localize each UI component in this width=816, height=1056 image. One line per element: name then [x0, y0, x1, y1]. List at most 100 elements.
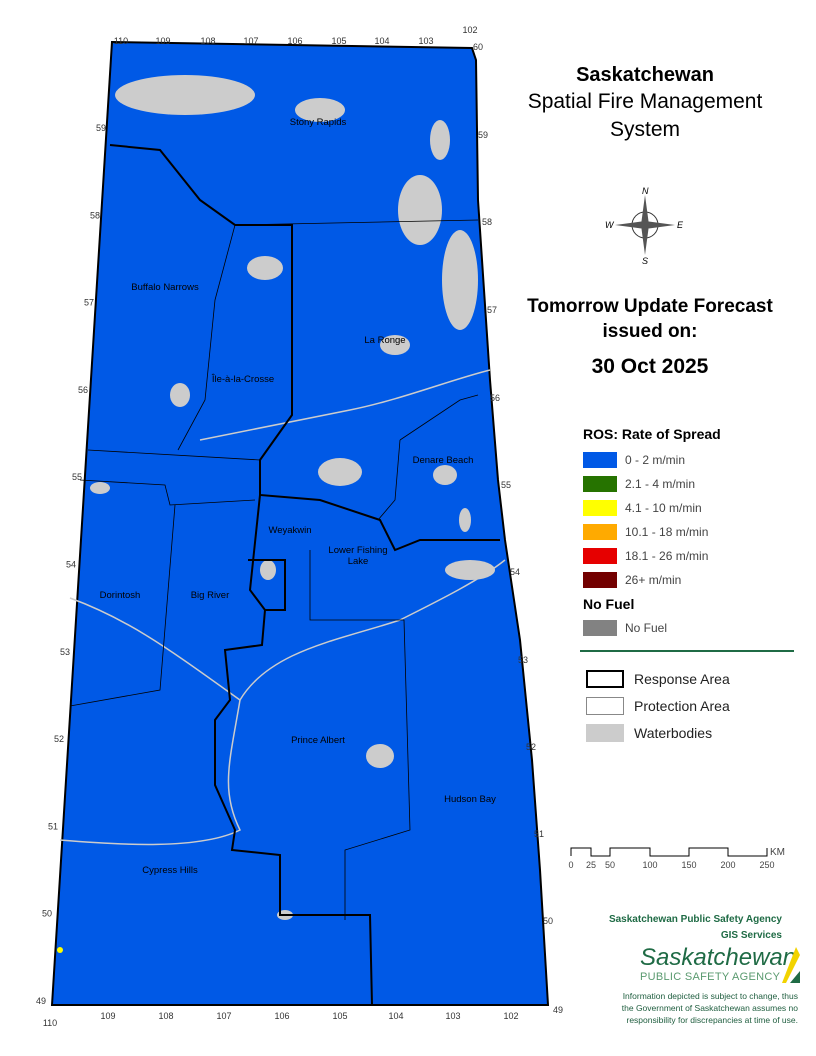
response-area-boundaries: [109, 144, 500, 1006]
ros-label: 10.1 - 18 m/min: [625, 525, 709, 539]
graticule-label: 49: [36, 996, 46, 1006]
graticule-label: 104: [374, 36, 389, 46]
place-label: Prince Albert: [291, 735, 345, 746]
graticule-label: 56: [78, 385, 88, 395]
compass-e: E: [677, 220, 684, 230]
logo-text: Saskatchewan: [640, 944, 797, 971]
forecast-line2: issued on:: [602, 321, 698, 342]
scale-tick-label: 50: [604, 860, 615, 870]
legend-item-ros: 18.1 - 26 m/min: [583, 544, 721, 568]
title-line1: Saskatchewan: [576, 64, 714, 86]
place-label: Weyakwin: [268, 525, 312, 536]
graticule-label: 110: [114, 36, 128, 46]
graticule-label: 57: [487, 305, 497, 315]
graticule-label: 105: [332, 1011, 347, 1021]
graticule-label: 54: [66, 560, 76, 570]
waterbodies-swatch: [586, 723, 624, 742]
graticule-label: 103: [445, 1011, 460, 1021]
scale-tick-label: 25: [585, 860, 596, 870]
legend: ROS: Rate of Spread 0 - 2 m/min 2.1 - 4 m…: [583, 426, 721, 640]
graticule-label: 52: [526, 742, 536, 752]
place-label: Buffalo Narrows: [131, 282, 199, 293]
graticule-label: 49: [553, 1005, 563, 1015]
legend-item-ros: 2.1 - 4 m/min: [583, 472, 721, 496]
graticule-label: 108: [200, 36, 215, 46]
response-area-label: Response Area: [634, 670, 730, 687]
compass-rose-icon: N S W E: [605, 185, 685, 266]
forecast-date: 30 Oct 2025: [591, 355, 709, 378]
scale-tick-label: 200: [720, 860, 736, 870]
graticule-label: 53: [518, 655, 528, 665]
graticule-label: 60: [473, 42, 483, 52]
scale-bar: [570, 847, 768, 857]
ros-swatch: [583, 524, 617, 540]
place-label: Lower Fishing Lake: [328, 545, 388, 567]
place-label: Île-à-la-Crosse: [211, 374, 275, 385]
graticule-label: 57: [84, 298, 94, 308]
fire-spot: [57, 947, 63, 953]
logo-subtext: PUBLIC SAFETY AGENCY: [640, 971, 781, 983]
place-label: Dorintosh: [99, 590, 141, 601]
ros-swatch: [583, 476, 617, 492]
graticule-label: 102: [503, 1011, 518, 1021]
ros-swatch: [583, 452, 617, 468]
scale-tick-label: 250: [759, 860, 775, 870]
disclaimer: Information depicted is subject to chang…: [580, 990, 798, 1026]
compass-s: S: [642, 256, 648, 265]
graticule-label: 59: [478, 130, 488, 140]
graticule-label: 58: [90, 210, 100, 220]
nofuel-label: No Fuel: [625, 621, 668, 635]
waterbodies-label: Waterbodies: [634, 724, 713, 741]
graticule-label: 58: [482, 217, 492, 227]
ros-label: 2.1 - 4 m/min: [625, 477, 696, 491]
protection-area-swatch: [586, 696, 624, 715]
agency-dept: GIS Services: [720, 930, 782, 941]
response-area-swatch: [586, 669, 624, 688]
legend-divider: [580, 650, 794, 652]
legend-item-ros: 26+ m/min: [583, 568, 721, 592]
place-label: Denare Beach: [412, 455, 474, 466]
graticule-label: 55: [501, 480, 511, 490]
ros-label: 18.1 - 26 m/min: [625, 549, 709, 563]
graticule-label: 50: [42, 909, 52, 919]
disclaimer-line: the Government of Saskatchewan assumes n…: [621, 1003, 798, 1013]
graticule-label: 110: [43, 1018, 57, 1028]
legend-item-ros: 4.1 - 10 m/min: [583, 496, 721, 520]
ros-swatch: [583, 500, 617, 516]
graticule-label: 55: [72, 472, 82, 482]
graticule-label: 51: [534, 829, 544, 839]
waterbodies: [90, 75, 495, 920]
graticule-label: 102: [462, 25, 477, 35]
place-label: La Ronge: [364, 335, 406, 346]
scale-unit: KM: [770, 847, 785, 858]
nofuel-swatch: [583, 620, 617, 636]
graticule-label: 107: [216, 1011, 231, 1021]
protection-area-label: Protection Area: [634, 697, 730, 714]
place-label: Cypress Hills: [142, 865, 198, 876]
title-line3: System: [609, 118, 680, 141]
graticule-label: 107: [243, 36, 258, 46]
ros-label: 4.1 - 10 m/min: [625, 501, 702, 515]
graticule-label: 51: [48, 821, 58, 831]
province-fill: [50, 40, 550, 1006]
legend-item-nofuel: No Fuel: [583, 616, 721, 640]
wheat-icon: [782, 947, 800, 983]
agency-name: Saskatchewan Public Safety Agency: [608, 914, 782, 925]
graticule-label: 106: [274, 1011, 289, 1021]
place-label: Hudson Bay: [444, 794, 496, 805]
graticule-label: 54: [510, 567, 520, 577]
legend-item-ros: 10.1 - 18 m/min: [583, 520, 721, 544]
legend-item-ros: 0 - 2 m/min: [583, 448, 721, 472]
graticule-label: 109: [100, 1011, 115, 1021]
graticule-label: 50: [543, 916, 553, 926]
graticule-label: 108: [158, 1011, 173, 1021]
graticule-label: 105: [331, 36, 346, 46]
graticule-label: 103: [418, 36, 433, 46]
place-label: Stony Rapids: [289, 117, 347, 128]
graticule-label: 52: [54, 734, 64, 744]
disclaimer-line: responsibility for discrepancies at time…: [626, 1015, 799, 1025]
area-legend: Response Area Protection Area Waterbodie…: [586, 665, 730, 746]
ros-label: 26+ m/min: [625, 573, 682, 587]
